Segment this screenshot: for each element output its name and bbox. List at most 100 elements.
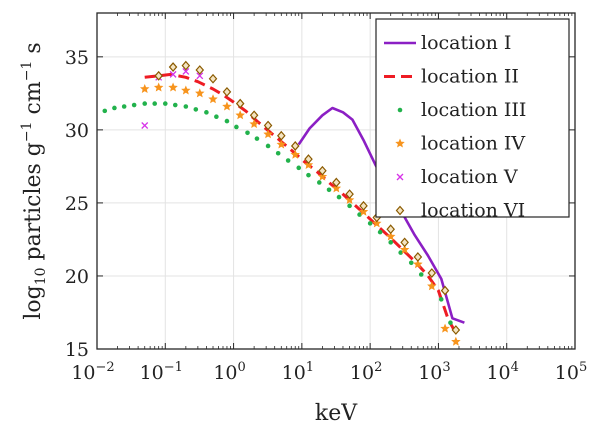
y-tick-label: 15 (65, 339, 89, 361)
x-tick-label: 105 (555, 360, 587, 384)
y-tick-label: 25 (65, 193, 89, 215)
data-point (112, 105, 117, 111)
data-point (451, 336, 461, 346)
data-point (427, 268, 437, 278)
data-point (142, 101, 148, 106)
legend-box (375, 18, 570, 218)
data-point (121, 104, 127, 109)
data-point (438, 297, 444, 302)
data-point (448, 320, 453, 326)
data-point (306, 172, 311, 178)
legend-entry: location I (384, 32, 511, 54)
data-point (304, 154, 313, 164)
axis-ticks: 10−2 10−1 100 101 102 103 104 105 15 20 25 30 35 (65, 13, 587, 384)
y-tick-label: 20 (65, 266, 89, 288)
data-point (303, 159, 314, 169)
data-point (427, 281, 437, 291)
data-point (168, 82, 178, 92)
data-point (344, 195, 355, 205)
y-tick-label: 35 (65, 47, 89, 69)
svg-text:log10 particles g−1 cm−1 s: log10 particles g−1 cm−1 s (19, 42, 49, 319)
x-tick-label: 10−2 (71, 360, 114, 384)
data-point (214, 114, 219, 120)
data-point (263, 129, 273, 139)
data-point (440, 285, 450, 296)
data-point (347, 203, 352, 209)
data-point (440, 323, 450, 333)
data-point (222, 101, 232, 111)
legend: location I location II location III locatio… (375, 18, 570, 222)
data-point (208, 73, 218, 84)
data-point (331, 183, 342, 193)
legend-swatch (395, 138, 405, 148)
data-point (222, 86, 232, 97)
data-point (154, 70, 163, 81)
data-point (398, 250, 403, 255)
data-point (277, 130, 286, 141)
x-tick-label: 101 (282, 360, 314, 384)
x-axis-label: keV (315, 401, 358, 426)
data-point (357, 212, 362, 217)
legend-swatch (397, 107, 403, 113)
data-point (377, 229, 383, 235)
data-point (388, 240, 393, 245)
data-point (208, 94, 218, 104)
data-point (181, 85, 191, 95)
data-point (290, 141, 300, 151)
data-point (141, 122, 149, 129)
y-axis-label: log10 particles g−1 cm−1 s (19, 42, 49, 319)
data-point (183, 104, 189, 109)
series-location-ii (144, 72, 459, 337)
data-point (196, 72, 204, 80)
legend-entry: location V (396, 166, 518, 188)
data-point (235, 110, 245, 120)
data-point (162, 101, 168, 106)
series-location-vi (154, 60, 461, 335)
legend-swatch (395, 205, 405, 216)
data-point (318, 165, 327, 176)
data-point (153, 82, 164, 92)
data-point (326, 187, 332, 193)
data-point (275, 150, 281, 156)
legend-entry: location IV (395, 133, 525, 155)
data-point (359, 200, 368, 211)
data-point (386, 224, 395, 235)
data-point (336, 194, 342, 200)
data-point (172, 102, 178, 108)
data-point (195, 88, 205, 98)
data-point (399, 244, 410, 254)
data-point (131, 102, 137, 108)
legend-label: location I (421, 32, 511, 54)
legend-label: location V (421, 166, 518, 188)
legend-label: location II (421, 66, 519, 88)
data-point (413, 252, 423, 262)
x-tick-label: 100 (213, 360, 245, 384)
data-point (265, 143, 271, 149)
data-point (263, 120, 273, 131)
data-point (234, 124, 239, 130)
x-tick-label: 102 (350, 360, 382, 384)
data-point (249, 119, 259, 129)
data-point (182, 67, 190, 75)
series-location-iv (140, 82, 461, 346)
x-tick-label: 103 (418, 360, 450, 384)
x-tick-label: 104 (486, 360, 518, 384)
legend-label: location IV (421, 133, 525, 155)
legend-entry: location III (397, 99, 526, 121)
data-point (317, 171, 328, 181)
data-point (249, 110, 259, 121)
data-point (140, 83, 150, 93)
legend-swatch (396, 173, 404, 181)
data-point (345, 189, 354, 200)
y-tick-label: 30 (65, 120, 89, 142)
data-point (254, 136, 260, 141)
data-point (224, 118, 230, 124)
series-location-iii (102, 101, 453, 326)
data-point (235, 98, 245, 109)
data-point (204, 110, 209, 115)
data-point (372, 218, 382, 228)
data-point (169, 70, 177, 78)
data-point (385, 231, 396, 241)
data-point (296, 165, 302, 171)
